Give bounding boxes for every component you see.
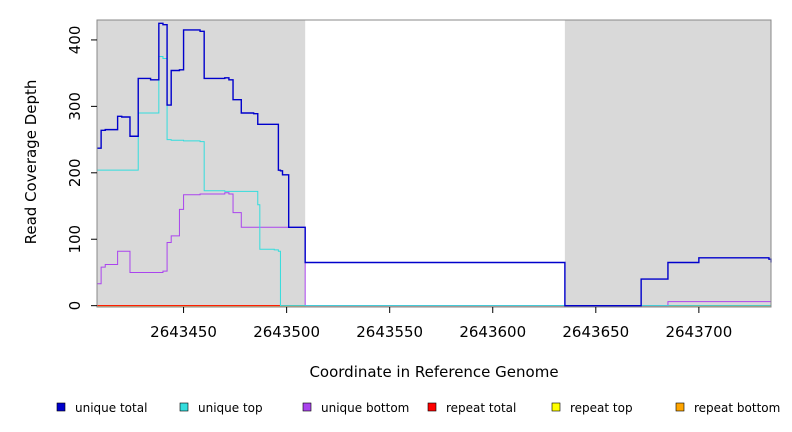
axes: 2643450 2643500 2643550 2643600 2643650 26437… [66, 19, 772, 341]
plot-frame [96, 19, 772, 308]
legend-swatch [427, 402, 437, 412]
x-tick-label: 2643550 [356, 323, 423, 341]
legend-swatch [179, 402, 189, 412]
x-axis-label: Coordinate in Reference Genome [309, 363, 558, 381]
legend-item-repeat-bottom: repeat bottom [675, 401, 780, 415]
legend-item-unique-top: unique top [179, 401, 263, 415]
y-tick-label: 300 [66, 92, 84, 121]
series-line-unique-bottom [97, 192, 771, 307]
y-tick-label: 400 [66, 26, 84, 55]
shaded-region-0 [97, 20, 306, 307]
legend: unique total unique top unique bottom repea… [56, 401, 780, 415]
legend-swatch [675, 402, 685, 412]
legend-label: unique bottom [321, 401, 409, 415]
x-tick-label: 2643650 [562, 323, 629, 341]
x-tick-label: 2643500 [253, 323, 320, 341]
x-tick-label: 2643700 [665, 323, 732, 341]
legend-label: unique total [75, 401, 147, 415]
x-tick-label: 2643450 [150, 323, 217, 341]
legend-item-unique-total: unique total [56, 401, 147, 415]
legend-item-unique-bottom: unique bottom [302, 401, 409, 415]
y-tick-label: 200 [66, 158, 84, 187]
y-tick-label: 100 [66, 225, 84, 254]
legend-label: repeat bottom [694, 401, 780, 415]
series-line-unique-top [97, 56, 771, 307]
y-axis-label: Read Coverage Depth [22, 80, 40, 245]
legend-label: repeat top [570, 401, 633, 415]
x-tick-label: 2643600 [459, 323, 526, 341]
plot-area [97, 20, 772, 307]
legend-label: unique top [198, 401, 263, 415]
legend-swatch [551, 402, 561, 412]
legend-item-repeat-top: repeat top [551, 401, 633, 415]
series-line-unique-total [97, 22, 772, 307]
legend-swatch [56, 402, 66, 412]
legend-label: repeat total [446, 401, 516, 415]
legend-item-repeat-total: repeat total [427, 401, 516, 415]
legend-swatch [302, 402, 312, 412]
shaded-region-1 [564, 20, 771, 307]
y-tick-label: 0 [66, 301, 84, 311]
